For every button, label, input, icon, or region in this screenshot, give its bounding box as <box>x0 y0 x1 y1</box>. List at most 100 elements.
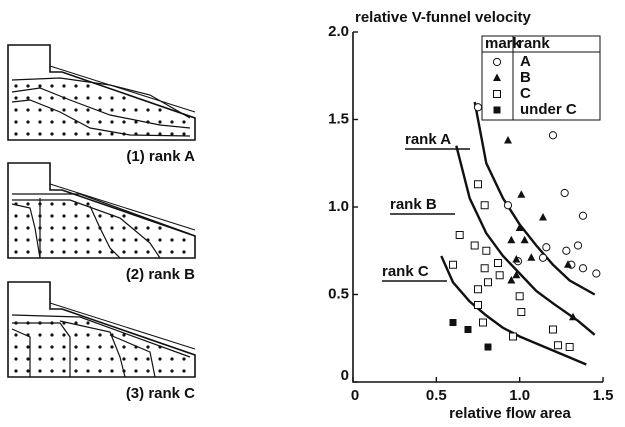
marker-circle <box>542 243 551 252</box>
x-tick-label: 1.5 <box>593 387 614 404</box>
marker-square <box>480 264 489 273</box>
diagram-outline <box>7 162 196 259</box>
diagram-dot <box>74 96 78 100</box>
diagram-dot <box>158 120 162 124</box>
diagram-dot <box>74 132 78 136</box>
diagram-caption: (1) rank A <box>126 148 195 165</box>
diagram-dot <box>158 369 162 373</box>
diagram-outline <box>7 44 196 141</box>
marker-circle <box>578 211 588 220</box>
diagram-dot <box>86 369 90 373</box>
marker-square <box>549 325 557 334</box>
diagram: (2) rank B <box>7 162 196 283</box>
diagram-dot <box>50 238 54 242</box>
diagram-dot <box>74 357 78 361</box>
diagram-dot <box>14 132 18 136</box>
marker-square <box>474 285 482 294</box>
flow-line <box>89 205 121 259</box>
diagram-dot <box>98 214 102 218</box>
diagram-dot <box>50 226 54 230</box>
x-tick-label: 1.0 <box>509 387 530 404</box>
diagram-dot <box>134 238 138 242</box>
marker-square <box>480 201 489 210</box>
diagram-dot <box>86 108 90 112</box>
diagram-caption: (2) rank B <box>126 266 195 283</box>
diagram-dot <box>14 250 18 254</box>
diagram-top <box>49 302 196 350</box>
diagram-dot <box>26 214 30 218</box>
marker-triangle <box>504 136 512 144</box>
diagram-dot <box>122 333 126 337</box>
diagram: (3) rank C <box>7 281 196 402</box>
marker-filled-square <box>464 326 472 333</box>
flow-line <box>109 334 156 378</box>
diagram-dot <box>110 238 114 242</box>
diagram-dot <box>50 250 54 254</box>
diagram-dot <box>14 96 18 100</box>
diagram-dot <box>122 120 126 124</box>
diagram-dot <box>182 369 186 373</box>
diagram-dot <box>122 250 126 254</box>
rank-curve <box>440 255 587 366</box>
diagram-dot <box>110 120 114 124</box>
diagram-dot <box>50 96 54 100</box>
marker-triangle <box>493 73 501 81</box>
marker-square <box>515 292 524 301</box>
diagram-dot <box>74 214 78 218</box>
marker-circle <box>578 264 588 273</box>
diagram-dot <box>86 132 90 136</box>
diagram-dot <box>110 357 114 361</box>
rank-curve <box>473 101 596 296</box>
diagram-outline <box>7 281 196 378</box>
curve-label: rank A <box>405 131 451 148</box>
diagram-dot <box>62 132 66 136</box>
diagram-dot <box>134 108 138 112</box>
marker-square <box>455 231 464 239</box>
flow-line <box>11 99 191 137</box>
marker-triangle <box>507 276 516 284</box>
diagram-dot <box>134 120 138 124</box>
diagram-dot <box>50 120 54 124</box>
marker-square <box>494 259 502 267</box>
diagram-dot <box>158 226 162 230</box>
marker-triangle <box>539 213 547 221</box>
diagram-dot <box>14 214 18 218</box>
diagram-dot <box>26 120 30 124</box>
marker-circle <box>592 269 601 278</box>
diagram-dot <box>98 345 102 349</box>
diagram-dot <box>122 108 126 112</box>
diagram-dot <box>86 345 90 349</box>
diagram-dot <box>134 357 138 361</box>
diagram-dot <box>182 238 186 242</box>
diagram-dot <box>158 250 162 254</box>
diagram-dot <box>62 357 66 361</box>
diagram-dot <box>74 108 78 112</box>
diagram-dot <box>26 84 30 88</box>
diagram-dot <box>50 214 54 218</box>
diagram-dot <box>14 357 18 361</box>
diagram-dot <box>182 357 186 361</box>
legend-header: mark <box>485 35 522 52</box>
diagram-dot <box>50 84 54 88</box>
diagram-dot <box>146 226 150 230</box>
diagram-caption: (3) rank C <box>126 385 195 402</box>
marker-square <box>479 318 487 327</box>
diagram-dot <box>38 357 42 361</box>
flow-line <box>11 87 191 129</box>
y-tick-label: 1.0 <box>328 198 349 215</box>
diagram-dot <box>74 84 78 88</box>
x-axis-label: relative flow area <box>449 405 571 422</box>
marker-square <box>474 301 482 309</box>
diagram-dot <box>110 226 114 230</box>
diagram-dot <box>62 226 66 230</box>
diagram-dot <box>86 96 90 100</box>
diagram-dot <box>86 120 90 124</box>
diagram-dot <box>62 345 66 349</box>
diagram-dot <box>14 226 18 230</box>
diagram-top <box>49 65 196 113</box>
curve-label: rank C <box>382 263 429 280</box>
diagram-dot <box>14 345 18 349</box>
diagram-dot <box>134 250 138 254</box>
diagram-dot <box>86 214 90 218</box>
